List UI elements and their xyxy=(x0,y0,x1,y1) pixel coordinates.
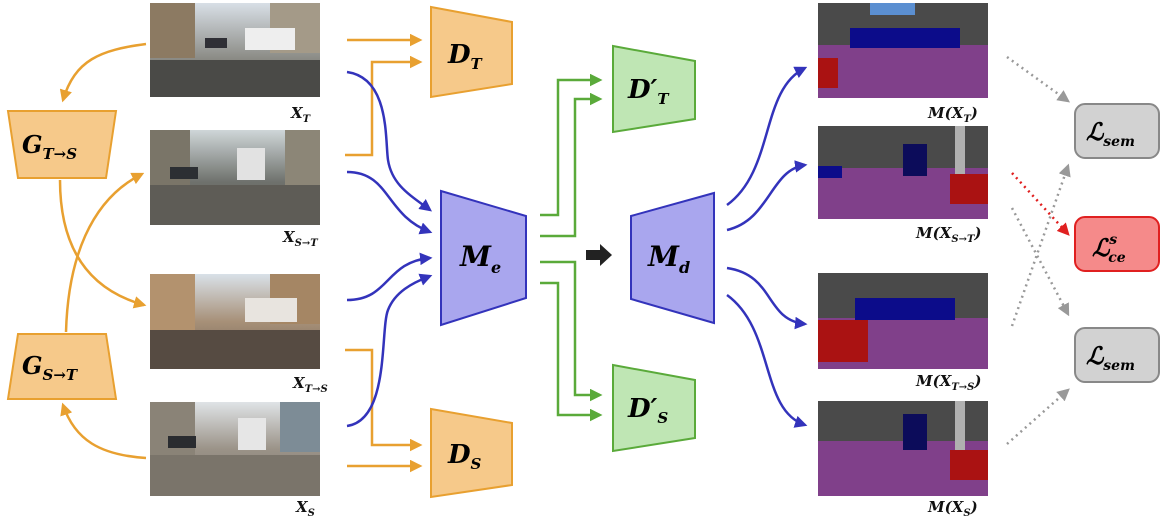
arrow-m-xt-to-sem-top xyxy=(1006,55,1071,103)
loss-sem-top: ℒsem xyxy=(1074,103,1160,159)
arrow-md-to-m-xt2s xyxy=(726,266,808,330)
svg-text:GS→T: GS→T xyxy=(22,351,79,384)
arrow-md-to-m-xt xyxy=(726,66,808,207)
label-m-xs: M(XS) xyxy=(927,498,978,519)
segmap-m-xs xyxy=(818,401,988,496)
flow-arrow-black xyxy=(586,244,612,266)
arrow-md-to-m-xs2t xyxy=(726,160,808,232)
svg-text:ℒsem: ℒsem xyxy=(1086,341,1135,374)
decoder-m-d: Md xyxy=(630,191,715,325)
label-x-s: XS xyxy=(295,498,315,519)
svg-text:DT: DT xyxy=(447,40,484,73)
discriminator-d-t-prime: D′T xyxy=(612,44,696,134)
arrow-gt2s-to-xt2s xyxy=(58,179,147,309)
arrow-me-to-ds-prime-a xyxy=(540,260,603,402)
svg-text:Md: Md xyxy=(647,240,690,277)
svg-text:ℒsem: ℒsem xyxy=(1086,117,1135,150)
svg-text:DS: DS xyxy=(447,440,482,473)
loss-ce: ℒs ce xyxy=(1074,216,1160,272)
arrow-xs-to-gs2t xyxy=(60,402,147,460)
arrow-m-xt2s-to-sem-top xyxy=(1010,163,1071,327)
arrow-xt2s-to-me xyxy=(346,252,433,302)
arrow-m-xs2t-to-sem-bottom xyxy=(1010,207,1070,317)
arrow-me-to-dt-prime-b xyxy=(540,92,603,238)
arrow-me-to-ds-prime-b xyxy=(540,281,603,422)
arrow-m-xs-to-sem-bottom xyxy=(1006,388,1070,445)
segmap-m-xs2t xyxy=(818,126,988,219)
label-x-t: XT xyxy=(290,104,312,125)
label-x-s2t: XS→T xyxy=(282,228,319,249)
segmap-m-xt xyxy=(818,3,988,98)
label-m-xt2s: M(XT→S) xyxy=(915,372,982,393)
discriminator-d-s-prime: D′S xyxy=(612,363,696,453)
arrow-xt-to-gt2s xyxy=(59,42,147,103)
label-x-t2s: XT→S xyxy=(292,374,328,395)
image-x-t xyxy=(150,3,320,97)
svg-text:Me: Me xyxy=(459,240,501,277)
arrow-xs2t-to-dt xyxy=(345,55,423,157)
arrow-me-to-dt-prime-a xyxy=(540,73,603,217)
arrow-xs2t-to-me xyxy=(346,170,433,235)
image-x-s xyxy=(150,402,320,496)
discriminator-d-s: DS xyxy=(430,407,513,499)
arrow-xt-to-me xyxy=(346,70,433,212)
arrow-gs2t-to-xs2t xyxy=(64,172,145,333)
svg-text:D′S: D′S xyxy=(627,394,668,427)
label-m-xs2t: M(XS→T) xyxy=(915,224,982,245)
arrow-m-xs2t-to-ce xyxy=(1011,172,1070,236)
svg-text:D′T: D′T xyxy=(627,75,670,108)
image-x-t2s xyxy=(150,274,320,369)
discriminator-d-t: DT xyxy=(430,5,513,99)
encoder-m-e: Me xyxy=(440,189,527,327)
image-x-s2t xyxy=(150,130,320,225)
arrow-xt2s-to-ds xyxy=(345,348,423,452)
loss-sem-bottom: ℒsem xyxy=(1074,327,1160,383)
generator-t2s: GT→S xyxy=(6,110,118,179)
arrow-md-to-m-xs xyxy=(726,293,808,428)
arrow-xs-to-me xyxy=(346,273,433,428)
generator-s2t: GS→T xyxy=(6,333,118,400)
svg-text:GT→S: GT→S xyxy=(22,130,77,163)
label-m-xt: M(XT) xyxy=(927,104,978,125)
segmap-m-xt2s xyxy=(818,273,988,369)
